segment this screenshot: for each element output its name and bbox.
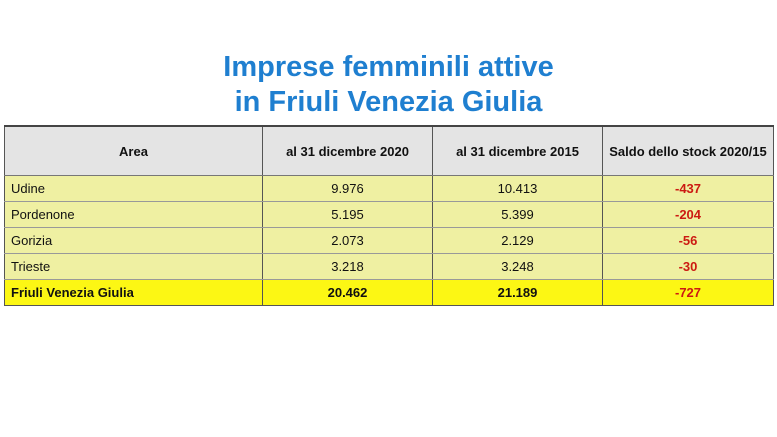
cell-area: Udine [4, 175, 263, 202]
total-area: Friuli Venezia Giulia [4, 279, 263, 306]
header-area: Area [4, 125, 263, 176]
header-2015: al 31 dicembre 2015 [432, 125, 603, 176]
title-line-2: in Friuli Venezia Giulia [234, 86, 543, 118]
cell-2015: 5.399 [432, 201, 603, 228]
cell-area: Pordenone [4, 201, 263, 228]
cell-2020: 9.976 [262, 175, 433, 202]
total-saldo: -727 [602, 279, 774, 306]
cell-saldo: -56 [602, 227, 774, 254]
header-row: Area al 31 dicembre 2020 al 31 dicembre … [4, 125, 774, 176]
cell-2015: 10.413 [432, 175, 603, 202]
data-table: Area al 31 dicembre 2020 al 31 dicembre … [4, 125, 774, 306]
cell-2015: 2.129 [432, 227, 603, 254]
table-row: Pordenone 5.195 5.399 -204 [4, 201, 774, 228]
table-row: Trieste 3.218 3.248 -30 [4, 253, 774, 280]
header-2020: al 31 dicembre 2020 [262, 125, 433, 176]
table-row: Udine 9.976 10.413 -437 [4, 175, 774, 202]
header-saldo: Saldo dello stock 2020/15 [602, 125, 774, 176]
cell-2020: 5.195 [262, 201, 433, 228]
table-row: Gorizia 2.073 2.129 -56 [4, 227, 774, 254]
cell-saldo: -30 [602, 253, 774, 280]
cell-2020: 3.218 [262, 253, 433, 280]
total-2020: 20.462 [262, 279, 433, 306]
cell-2015: 3.248 [432, 253, 603, 280]
total-row: Friuli Venezia Giulia 20.462 21.189 -727 [4, 279, 774, 306]
cell-saldo: -437 [602, 175, 774, 202]
cell-area: Trieste [4, 253, 263, 280]
cell-2020: 2.073 [262, 227, 433, 254]
total-2015: 21.189 [432, 279, 603, 306]
title-line-1: Imprese femminili attive [223, 51, 554, 83]
cell-area: Gorizia [4, 227, 263, 254]
page-title: Imprese femminili attive in Friuli Venez… [0, 50, 777, 120]
cell-saldo: -204 [602, 201, 774, 228]
